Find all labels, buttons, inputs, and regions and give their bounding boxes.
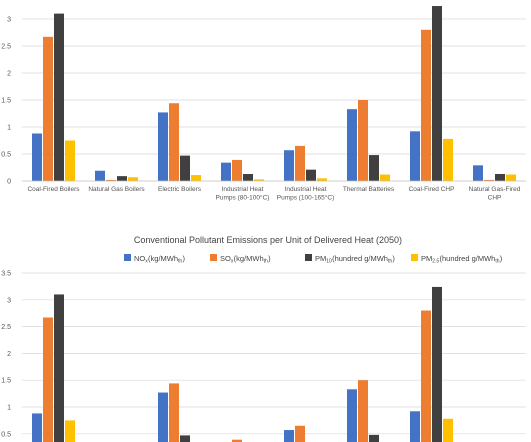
bar: [358, 380, 368, 442]
y-tick-label: 3.5: [1, 271, 11, 278]
y-tick-label: 1: [7, 405, 11, 412]
bar: [347, 109, 357, 181]
bar: [180, 435, 190, 442]
legend-swatch: [124, 254, 131, 261]
x-tick-label: Pumps (100-165°C): [277, 194, 335, 202]
legend-swatch: [305, 254, 312, 261]
legend-item: NOx (kg/MWhth ): [124, 254, 185, 265]
bar: [95, 170, 105, 181]
bar: [65, 420, 75, 442]
bar: [358, 100, 368, 181]
bar: [421, 310, 431, 442]
bar: [65, 140, 75, 181]
y-tick-label: 2.5: [1, 44, 11, 51]
bar: [54, 294, 64, 442]
bar: [369, 434, 379, 442]
y-tick-label: 0.5: [1, 152, 11, 159]
x-tick-label: Coal-Fired CHP: [409, 186, 455, 193]
x-tick-label: CHP: [488, 195, 502, 202]
legend-item: PM10 (hundred g/MWhth ): [305, 254, 395, 265]
bar: [295, 145, 305, 181]
bar: [410, 411, 420, 442]
legend-item: SOx (kg/MWhth ): [210, 254, 271, 265]
x-tick-label: Natural Gas Boilers: [88, 186, 145, 193]
y-tick-label: 1: [7, 125, 11, 132]
bar: [221, 162, 231, 181]
y-tick-label: 1.5: [1, 378, 11, 385]
bar: [128, 177, 138, 181]
bar: [32, 413, 42, 442]
x-tick-label: Coal-Fired Boilers: [27, 186, 80, 193]
bar: [432, 286, 442, 442]
bar: [443, 138, 453, 181]
bar: [495, 173, 505, 181]
bar: [117, 176, 127, 181]
bar: [232, 439, 242, 442]
chart-top: 0 0.5 1 1.5 2 2.5 3 Coal-Fired Boilers Natural G…: [1, 6, 526, 202]
legend-label: PM2.5 (hundred g/MWhth ): [421, 254, 503, 265]
x-tick-label: Electric Boilers: [158, 186, 202, 193]
bar: [106, 179, 116, 181]
bar: [380, 174, 390, 181]
bar: [473, 165, 483, 181]
bar: [432, 6, 442, 182]
legend-label: PM10 (hundred g/MWhth ): [315, 254, 395, 265]
y-tick-label: 3: [7, 297, 11, 304]
bar: [32, 133, 42, 181]
bar: [158, 392, 168, 442]
legend-label: NOx (kg/MWhth ): [134, 254, 185, 265]
bar: [443, 418, 453, 442]
legend-swatch: [411, 254, 418, 261]
bar: [169, 383, 179, 442]
bar: [347, 389, 357, 442]
bar: [158, 112, 168, 181]
bar: [306, 169, 316, 181]
y-tick-label: 0.5: [1, 431, 11, 438]
bar: [295, 425, 305, 442]
legend-item: PM2.5 (hundred g/MWhth ): [411, 254, 503, 265]
y-tick-label: 2.5: [1, 324, 11, 331]
bar: [506, 174, 516, 181]
bar: [191, 175, 201, 181]
bar: [43, 317, 53, 442]
bar: [421, 29, 431, 181]
bar: [410, 131, 420, 181]
legend-swatch: [210, 254, 217, 261]
bar: [317, 178, 327, 181]
bar: [180, 155, 190, 181]
x-tick-label: Industrial Heat: [222, 186, 264, 193]
bar: [54, 13, 64, 181]
legend-label: SOx (kg/MWhth ): [220, 254, 271, 265]
y-tick-label: 1.5: [1, 98, 11, 105]
y-tick-label: 3: [7, 17, 11, 24]
bar: [243, 173, 253, 181]
x-tick-label: Industrial Heat: [285, 186, 327, 193]
x-tick-label: Natural Gas-Fired: [469, 186, 521, 193]
y-tick-label: 0: [7, 179, 11, 186]
bar: [169, 103, 179, 181]
bar: [369, 155, 379, 181]
bar: [484, 179, 494, 181]
bar: [284, 430, 294, 442]
x-tick-label: Pumps (80-100°C): [216, 194, 270, 202]
x-tick-label: Thermal Batteries: [343, 186, 395, 193]
chart-bottom: 0.5 1 1.5 2 2.5 3 3.5: [1, 271, 526, 442]
bar: [232, 159, 242, 181]
chart-legend: NOx (kg/MWhth ) SOx (kg/MWhth ) PM10 (hund…: [124, 254, 503, 265]
bar: [43, 36, 53, 181]
y-tick-label: 2: [7, 71, 11, 78]
bar: [284, 150, 294, 181]
bar: [254, 179, 264, 181]
chart-title: Conventional Pollutant Emissions per Uni…: [134, 235, 402, 245]
y-tick-label: 2: [7, 351, 11, 358]
